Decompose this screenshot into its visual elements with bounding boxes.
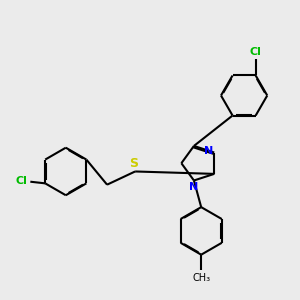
Text: CH₃: CH₃ bbox=[192, 274, 210, 284]
Text: S: S bbox=[129, 157, 138, 170]
Text: N: N bbox=[189, 182, 199, 192]
Text: Cl: Cl bbox=[250, 47, 262, 57]
Text: N: N bbox=[204, 146, 213, 156]
Text: Cl: Cl bbox=[16, 176, 27, 186]
